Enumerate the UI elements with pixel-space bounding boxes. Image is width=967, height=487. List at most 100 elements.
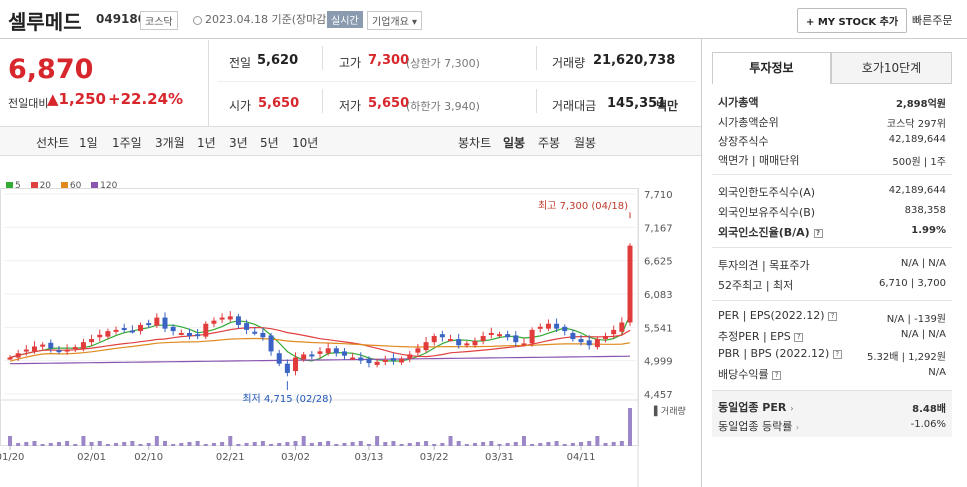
ma120-line [9,355,631,365]
ma5-line [9,314,631,362]
volume-bar [399,444,404,446]
low-label: 저가 [339,99,362,113]
period-weekly[interactable]: 주봉 [538,136,561,150]
corp-info-dropdown[interactable]: 기업개요 ▾ [367,11,422,30]
volume-value: 21,620,738 [593,53,676,68]
mystock-add-button[interactable]: + MY STOCK 추가 [797,8,908,33]
legend-label-5: 5 [15,180,21,191]
period-monthly[interactable]: 월봉 [574,136,597,150]
candle-body [121,328,127,331]
candle-body [268,335,274,352]
amount-unit: 백만 [656,99,679,113]
candle-body [366,358,372,364]
y-tick-label: 6,625 [644,257,673,268]
volume-bar [24,442,29,446]
volume-bar [489,441,494,446]
volume-bar [114,443,119,446]
pbr-value: 5.32배 | 1,292원 [866,352,946,363]
period-5y[interactable]: 5년 [260,136,279,150]
mcap-value: 2,898억원 [895,99,946,110]
volume-bar [220,442,225,446]
candle-body [97,334,103,338]
volume-bar [285,442,290,446]
candle-body [129,330,135,333]
est-per-label-text: 추정PER | EPS [718,330,791,343]
volume-label: 거래량 [552,56,586,70]
legend-label-120: 120 [100,180,118,191]
high-value: 7,300 [368,53,410,68]
y-tick-label: 4,999 [644,357,673,368]
period-3m[interactable]: 3개월 [155,136,185,150]
volume-bar [318,442,322,446]
foreign-rate-value: 1.99% [911,225,946,236]
candle-body [252,331,258,334]
volume-bar [464,444,469,446]
candle-body [505,334,511,338]
y-tick-label: 7,167 [644,223,673,234]
x-tick-label: 03/22 [420,452,449,463]
tab-invest-info[interactable]: 투자정보 [712,52,831,84]
help-icon[interactable]: ? [772,370,782,380]
volume-bar [8,436,12,446]
period-1w[interactable]: 1주일 [112,136,142,150]
tab-ask-10[interactable]: 호가10단계 [831,52,952,84]
candle-body [390,358,396,361]
volume-bar [424,441,429,446]
est-per-value: N/A | N/A [900,329,946,340]
period-10y[interactable]: 10년 [292,136,319,150]
volume-bar [432,444,437,446]
shares-value: 42,189,644 [888,134,946,145]
candle-body [260,332,266,338]
volume-bar [73,444,78,446]
candle-body [7,357,13,360]
volume-bar [277,443,282,446]
legend-label-60: 60 [69,180,82,191]
candle-body [333,348,339,354]
volume-bar [236,444,241,446]
low-annotation: 최저 4,715 (02/28) [242,393,332,405]
prev-value: 5,620 [257,53,299,68]
stock-name: 셀루메드 [8,10,82,34]
volume-bar [32,441,37,446]
volume-bar [530,444,535,446]
line-chart-label: 선차트 [36,136,70,150]
x-tick-label: 03/31 [485,452,514,463]
quick-order-link[interactable]: 빠른주문 [912,14,953,27]
period-1y[interactable]: 1년 [197,136,216,150]
help-icon[interactable]: ? [828,311,838,321]
help-icon[interactable]: ? [794,332,804,342]
period-daily[interactable]: 일봉 [503,136,526,150]
header-divider [0,38,967,39]
volume-bar [513,442,518,446]
candle-body [219,317,225,320]
quote-date: 2023.04.18 기준(장마감) [193,11,331,27]
volume-bar [342,443,347,446]
x-tick-label: 04/11 [567,452,596,463]
foreign-rate-label: 외국인소진율(B/A) ? [718,224,823,240]
candle-body [72,347,78,350]
candle-body [276,353,282,364]
chevron-right-icon[interactable]: › [795,423,800,432]
period-3y[interactable]: 3년 [229,136,248,150]
candle-body [23,349,29,352]
change-rate: +22.24% [108,90,184,108]
realtime-button[interactable]: 실시간 [327,11,363,28]
volume-bar [407,443,412,446]
candle-body [244,323,250,330]
candle-body [374,361,380,365]
candle-body [496,334,502,337]
help-icon[interactable]: ? [832,349,842,359]
candle-body [325,348,331,354]
price-chart[interactable]: 7,710 7,167 6,625 6,083 5,541 4,999 4,457 최고 7,… [0,188,701,487]
help-icon[interactable]: ? [813,228,823,238]
candle-body [448,339,454,342]
volume-bar [334,444,339,446]
candle-body [423,342,429,351]
volume-bar [570,443,575,446]
candle-body [235,316,241,325]
volume-bar [546,442,551,446]
y-tick-label: 5,541 [644,323,673,334]
volume-bar [603,443,608,446]
period-1d[interactable]: 1일 [79,136,98,150]
chevron-right-icon[interactable]: › [790,404,794,413]
